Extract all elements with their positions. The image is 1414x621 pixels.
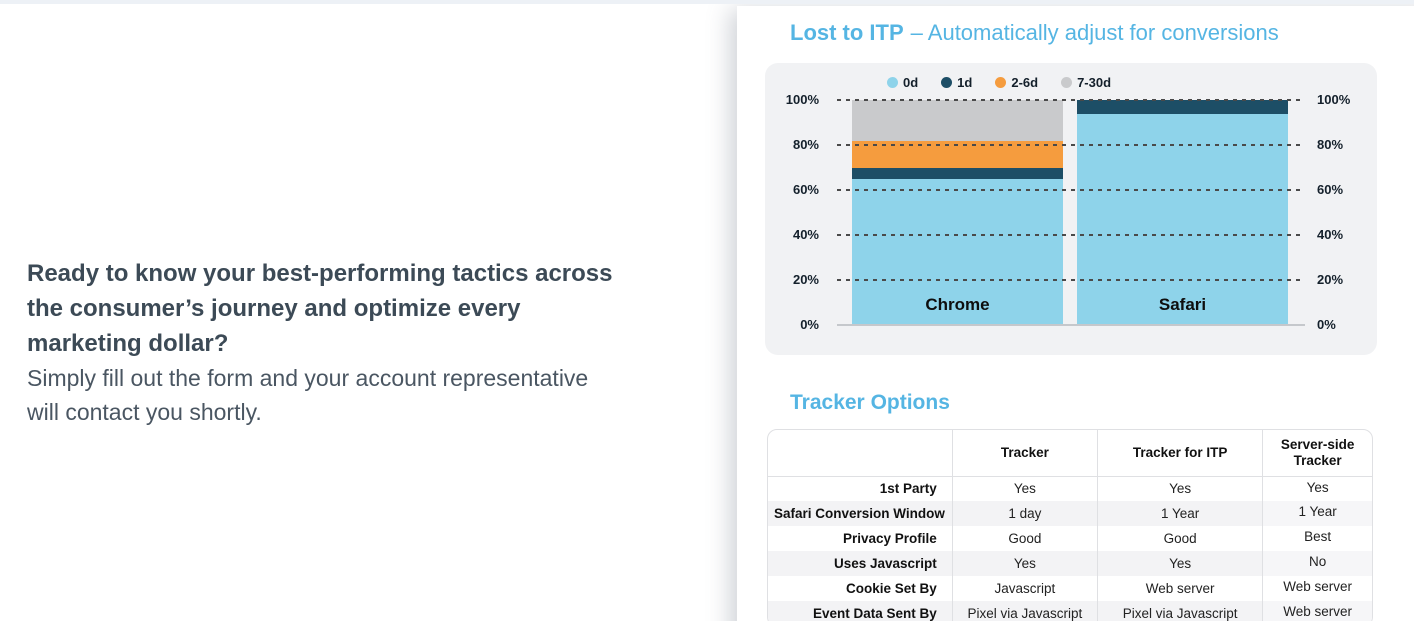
legend-dot-2-6d: [995, 77, 1007, 88]
table-header-row: Tracker Tracker for ITP Server-side Tracke…: [768, 430, 1372, 477]
table-row: Safari Conversion Window 1 day 1 Year 1 Yea…: [768, 501, 1372, 526]
y-axis-label-60: 60%: [1317, 182, 1344, 197]
table-cell: 1 Year: [1097, 501, 1263, 526]
row-label: Cookie Set By: [846, 581, 937, 596]
y-axis-label-40: 40%: [792, 227, 819, 242]
legend-item-0d: 0d: [887, 75, 918, 90]
chart-title: Lost to ITP – Automatically adjust for co…: [790, 20, 1279, 46]
gridline-100: [837, 99, 1305, 101]
bar-segment-1d-safari: [1077, 100, 1288, 114]
legend-dot-7-30d: [1061, 77, 1073, 88]
table-cell: Pixel via Javascript: [1097, 601, 1263, 621]
row-label: Privacy Profile: [842, 531, 937, 546]
table-row: Cookie Set By Javascript Web server Web ser…: [768, 576, 1372, 601]
y-axis-label-100: 100%: [1317, 92, 1351, 107]
chart-legend: 0d 1d 2-6d 7-30d: [887, 75, 1111, 90]
bar-label-safari: Safari: [1158, 295, 1207, 314]
y-axis-left: 0% 20% 40% 60% 80% 100%: [765, 92, 827, 332]
y-axis-label-60: 60%: [792, 182, 819, 197]
gridline-80: [837, 144, 1305, 146]
y-axis-right: 0% 20% 40% 60% 80% 100%: [1309, 92, 1371, 332]
legend-label-0d: 0d: [903, 75, 919, 90]
y-axis-label-0: 0%: [800, 317, 819, 332]
y-axis-label-0: 0%: [1317, 317, 1336, 332]
info-card: Lost to ITP – Automatically adjust for co…: [737, 6, 1414, 621]
column-header-empty: [768, 430, 953, 477]
chart-title-subtitle: – Automatically adjust for conversions: [910, 20, 1279, 45]
bar-segment-1d-chrome: [852, 167, 1063, 179]
bar-segment-0d-safari: [1077, 113, 1288, 325]
row-label: Event Data Sent By: [813, 606, 937, 621]
bar-segment-0d-chrome: [852, 178, 1063, 325]
table-cell: Yes: [951, 551, 1098, 576]
table-cell: Good: [1097, 526, 1263, 551]
legend-dot-1d: [941, 77, 953, 88]
gridline-0: [837, 324, 1305, 326]
legend-label-7-30d: 7-30d: [1077, 75, 1112, 90]
table-cell: Yes: [1097, 476, 1263, 501]
table-row: 1st Party Yes Yes Yes: [768, 476, 1372, 501]
legend-label-1d: 1d: [957, 75, 973, 90]
gridline-20: [837, 279, 1305, 281]
bar-safari: Safari: [1077, 100, 1288, 325]
legend-label-2-6d: 2-6d: [1011, 75, 1039, 90]
intro-headline: Ready to know your best-performing tacti…: [27, 260, 613, 357]
legend-dot-0d: [887, 77, 898, 88]
chart-panel: 0d 1d 2-6d 7-30d 0% 20% 40% 60% 80% 100% 0% 20% 40…: [765, 63, 1377, 355]
table-cell: Good: [951, 526, 1098, 551]
table-cell: No: [1262, 551, 1372, 576]
y-axis-label-80: 80%: [792, 137, 819, 152]
legend-item-1d: 1d: [941, 75, 972, 90]
bar-segment-7-30d-chrome: [852, 100, 1063, 141]
table-cell: Yes: [1097, 551, 1263, 576]
bar-label-chrome: Chrome: [925, 295, 990, 314]
table-cell: Best: [1262, 526, 1372, 551]
bar-chrome: Chrome: [852, 100, 1063, 325]
tracker-options-table: Tracker Tracker for ITP Server-side Tracke…: [767, 429, 1373, 621]
y-axis-label-40: 40%: [1317, 227, 1344, 242]
y-axis-label-20: 20%: [1317, 272, 1344, 287]
y-axis-label-20: 20%: [792, 272, 819, 287]
table-cell: Javascript: [951, 576, 1098, 601]
column-header: Server-side Tracker: [1262, 430, 1372, 477]
table-row: Uses Javascript Yes Yes No: [768, 551, 1372, 576]
row-label: Uses Javascript: [833, 556, 937, 571]
y-axis-label-100: 100%: [785, 92, 819, 107]
top-divider: [0, 0, 1414, 4]
y-axis-label-80: 80%: [1317, 137, 1344, 152]
table-cell: Yes: [1262, 476, 1372, 501]
chart-title-bold: Lost to ITP: [790, 20, 904, 45]
table-cell: 1 Year: [1262, 501, 1372, 526]
table-cell: Pixel via Javascript: [951, 601, 1098, 621]
intro-subtext: Simply fill out the form and your accoun…: [27, 365, 589, 425]
tracker-options-heading: Tracker Options: [790, 391, 950, 414]
table-cell: Web server: [1097, 576, 1263, 601]
table-cell: Yes: [951, 476, 1098, 501]
row-label: 1st Party: [879, 481, 937, 497]
gridline-40: [837, 234, 1305, 236]
legend-item-7-30d: 7-30d: [1061, 75, 1111, 90]
table-cell: Web server: [1262, 601, 1372, 621]
legend-item-2-6d: 2-6d: [995, 75, 1038, 90]
table-cell: 1 day: [951, 501, 1098, 526]
table-row: Event Data Sent By Pixel via Javascript Pi…: [768, 601, 1372, 621]
chart-plot-area: Chrome Safari: [835, 99, 1307, 326]
table-cell: Web server: [1262, 576, 1372, 601]
row-label: Safari Conversion Window: [774, 506, 945, 521]
column-header: Tracker for ITP: [1097, 430, 1263, 477]
gridline-60: [837, 189, 1305, 191]
column-header: Tracker: [951, 430, 1098, 477]
table-row: Privacy Profile Good Good Best: [768, 526, 1372, 551]
intro-section: Ready to know your best-performing tacti…: [27, 256, 687, 429]
